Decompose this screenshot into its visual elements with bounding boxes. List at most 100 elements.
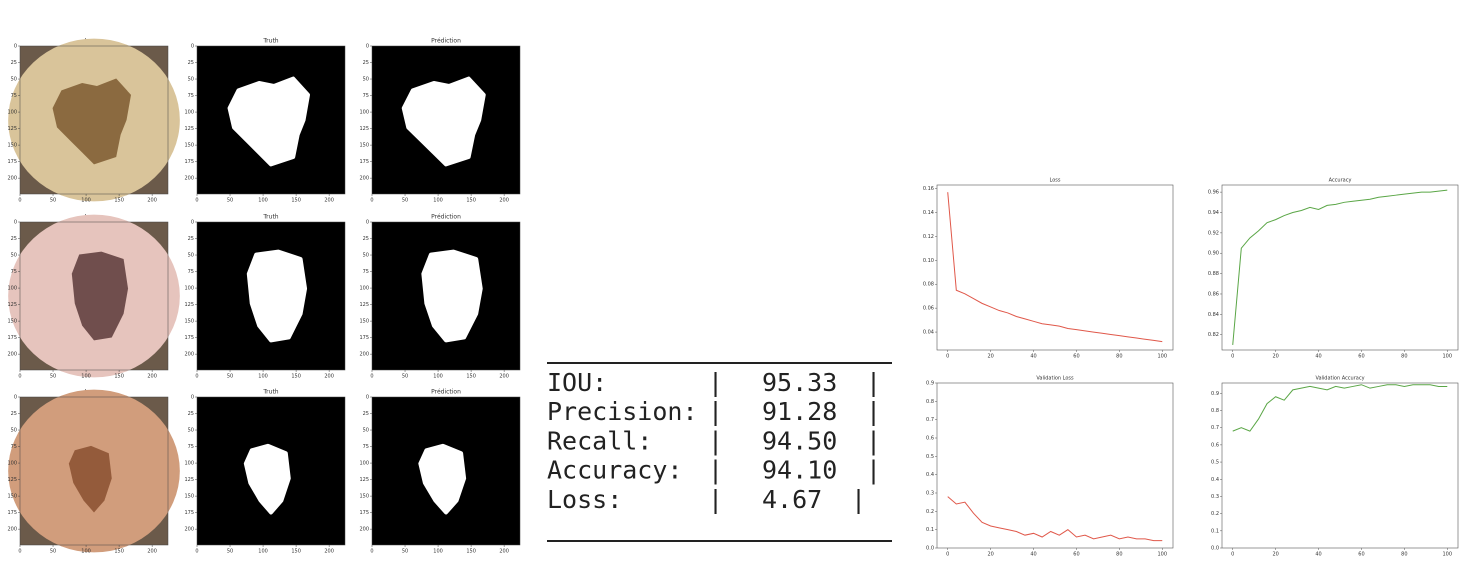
- y-tick-label: 125: [7, 126, 17, 132]
- plot-frame: [936, 382, 1174, 549]
- y-tick-label: 50: [188, 77, 194, 83]
- x-tick-label: 40: [1315, 552, 1321, 558]
- panel-frame: [371, 396, 521, 546]
- y-tick-label: 200: [7, 176, 17, 182]
- y-tick-label: 0.1: [1211, 528, 1219, 534]
- y-tick-label: 0.08: [923, 282, 934, 288]
- y-tick-label: 0.06: [923, 306, 934, 312]
- y-tick-label: 100: [184, 286, 194, 292]
- x-tick-label: 80: [1116, 552, 1122, 558]
- x-tick-label: 150: [114, 198, 124, 204]
- lesion: [68, 445, 112, 513]
- x-tick-label: 40: [1315, 354, 1321, 360]
- x-tick-label: 150: [466, 374, 476, 380]
- panel-frame: [371, 221, 521, 371]
- y-tick-label: 200: [184, 527, 194, 533]
- panel-frame: [196, 396, 346, 546]
- y-tick-label: 0.8: [1211, 408, 1219, 414]
- x-tick-label: 200: [324, 374, 334, 380]
- x-tick-label: 50: [50, 198, 56, 204]
- y-tick-label: 0.84: [1208, 312, 1219, 318]
- y-tick-label: 75: [363, 269, 369, 275]
- x-tick-label: 150: [466, 198, 476, 204]
- separator: |: [866, 456, 881, 485]
- y-tick-label: 0.3: [926, 491, 934, 497]
- y-tick-label: 0.88: [1208, 271, 1219, 277]
- mask: [246, 249, 308, 343]
- y-tick-label: 75: [11, 93, 17, 99]
- y-tick-label: 0.82: [1208, 332, 1219, 338]
- y-tick-label: 25: [363, 411, 369, 417]
- separator: |: [851, 485, 866, 514]
- x-tick-label: 150: [466, 549, 476, 555]
- y-tick-label: 100: [184, 110, 194, 116]
- separator: |: [866, 426, 881, 455]
- y-tick-label: 25: [11, 236, 17, 242]
- separator: |: [708, 397, 723, 426]
- x-tick-label: 50: [50, 374, 56, 380]
- y-tick-label: 25: [188, 60, 194, 66]
- y-tick-label: 0.04: [923, 330, 934, 336]
- y-tick-label: 100: [359, 286, 369, 292]
- x-tick-label: 200: [499, 549, 509, 555]
- x-tick-label: 100: [81, 549, 91, 555]
- y-tick-label: 0.90: [1208, 251, 1219, 257]
- y-tick-label: 75: [11, 269, 17, 275]
- y-tick-label: 0.4: [926, 472, 934, 478]
- x-tick-label: 0: [18, 374, 21, 380]
- x-tick-label: 50: [402, 549, 408, 555]
- x-tick-label: 20: [1272, 552, 1278, 558]
- panel-title: Truth: [262, 214, 278, 221]
- y-tick-label: 200: [184, 352, 194, 358]
- x-tick-label: 200: [324, 198, 334, 204]
- y-tick-label: 200: [184, 176, 194, 182]
- x-tick-label: 50: [227, 549, 233, 555]
- separator: |: [708, 456, 723, 485]
- x-tick-label: 200: [324, 549, 334, 555]
- separator: |: [708, 368, 723, 397]
- y-tick-label: 0: [14, 220, 17, 226]
- metric-label: Precision:: [547, 397, 698, 426]
- y-tick-label: 100: [359, 461, 369, 467]
- plot-frame: [936, 184, 1174, 351]
- y-tick-label: 125: [359, 477, 369, 483]
- y-tick-label: 0.0: [1211, 546, 1219, 552]
- data-line: [1232, 384, 1448, 432]
- y-tick-label: 0.4: [1211, 477, 1219, 483]
- y-tick-label: 25: [363, 60, 369, 66]
- x-tick-label: 0: [370, 374, 373, 380]
- x-tick-label: 150: [114, 374, 124, 380]
- panel-frame: [196, 221, 346, 371]
- panel-frame: [196, 45, 346, 195]
- separator: |: [866, 368, 881, 397]
- x-tick-label: 80: [1116, 354, 1122, 360]
- x-tick-label: 50: [402, 374, 408, 380]
- x-tick-label: 100: [1157, 552, 1167, 558]
- metric-value: 4.67: [762, 485, 822, 514]
- x-tick-label: 0: [195, 374, 198, 380]
- y-tick-label: 50: [363, 77, 369, 83]
- x-tick-label: 0: [195, 198, 198, 204]
- x-tick-label: 0: [370, 198, 373, 204]
- data-line: [947, 496, 1163, 542]
- x-tick-label: 20: [1272, 354, 1278, 360]
- y-tick-label: 25: [188, 236, 194, 242]
- x-tick-label: 200: [499, 198, 509, 204]
- y-tick-label: 175: [184, 510, 194, 516]
- y-tick-label: 175: [359, 159, 369, 165]
- metric-label: Accuracy:: [547, 456, 682, 485]
- y-tick-label: 0: [366, 395, 369, 401]
- plot-frame: [1221, 184, 1459, 351]
- y-tick-label: 0.6: [926, 436, 934, 442]
- y-tick-label: 0.5: [926, 454, 934, 460]
- y-tick-label: 200: [7, 527, 17, 533]
- x-tick-label: 50: [402, 198, 408, 204]
- y-tick-label: 0.16: [923, 186, 934, 192]
- y-tick-label: 150: [359, 319, 369, 325]
- y-tick-label: 0: [14, 395, 17, 401]
- x-tick-label: 100: [81, 374, 91, 380]
- x-tick-label: 80: [1401, 552, 1407, 558]
- x-tick-label: 100: [433, 374, 443, 380]
- plot-frame: [1221, 382, 1459, 549]
- y-tick-label: 125: [359, 302, 369, 308]
